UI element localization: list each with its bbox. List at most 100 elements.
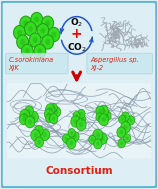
Circle shape (118, 139, 125, 148)
Circle shape (121, 118, 124, 121)
Circle shape (49, 114, 58, 124)
Text: +: + (71, 27, 82, 41)
Circle shape (34, 16, 39, 22)
Circle shape (20, 39, 25, 45)
Circle shape (27, 109, 31, 113)
Circle shape (75, 114, 78, 117)
Circle shape (32, 115, 36, 119)
Text: XJK: XJK (9, 65, 19, 71)
Circle shape (127, 116, 135, 125)
Circle shape (52, 107, 61, 117)
Circle shape (119, 130, 123, 135)
Text: Consortium: Consortium (45, 167, 113, 176)
Circle shape (99, 114, 109, 126)
Circle shape (17, 35, 29, 49)
Circle shape (101, 108, 106, 113)
Circle shape (37, 129, 41, 133)
Circle shape (48, 27, 60, 42)
Circle shape (23, 20, 28, 26)
Circle shape (28, 120, 32, 125)
Circle shape (28, 26, 33, 32)
Circle shape (35, 125, 43, 136)
Text: O$_2$: O$_2$ (70, 17, 83, 29)
Circle shape (40, 129, 50, 141)
Circle shape (102, 117, 106, 122)
Circle shape (37, 24, 49, 38)
Circle shape (24, 22, 36, 36)
Circle shape (34, 44, 46, 58)
Text: XJ-2: XJ-2 (90, 65, 103, 71)
Circle shape (69, 141, 73, 146)
Circle shape (46, 104, 55, 115)
Circle shape (93, 129, 103, 141)
Circle shape (81, 118, 84, 121)
Circle shape (21, 44, 33, 58)
Circle shape (99, 105, 108, 117)
Circle shape (70, 131, 73, 135)
Circle shape (124, 134, 131, 143)
Circle shape (105, 114, 109, 118)
Circle shape (98, 115, 101, 119)
Circle shape (14, 26, 25, 40)
Text: C.sorokiniana: C.sorokiniana (9, 57, 54, 63)
Circle shape (96, 106, 104, 116)
Circle shape (98, 133, 107, 144)
Circle shape (101, 136, 104, 141)
Circle shape (25, 48, 30, 54)
Circle shape (96, 113, 103, 122)
Circle shape (79, 115, 86, 124)
Circle shape (124, 115, 127, 119)
FancyBboxPatch shape (1, 2, 157, 187)
Circle shape (94, 139, 102, 149)
Circle shape (23, 113, 27, 118)
Circle shape (31, 129, 40, 141)
FancyBboxPatch shape (5, 53, 68, 74)
Circle shape (80, 112, 83, 116)
Circle shape (68, 129, 75, 137)
Circle shape (121, 122, 130, 133)
Circle shape (71, 132, 79, 142)
Circle shape (37, 140, 41, 144)
Circle shape (89, 135, 96, 144)
Circle shape (73, 112, 80, 120)
Circle shape (119, 115, 126, 124)
Circle shape (78, 109, 85, 118)
Circle shape (33, 37, 38, 43)
Circle shape (33, 133, 37, 137)
Circle shape (29, 33, 41, 47)
Circle shape (122, 112, 129, 121)
Circle shape (29, 111, 38, 123)
Circle shape (22, 117, 26, 122)
Circle shape (44, 109, 53, 119)
Circle shape (126, 136, 129, 140)
Circle shape (52, 106, 55, 110)
FancyBboxPatch shape (87, 53, 153, 74)
Circle shape (55, 110, 58, 114)
Circle shape (43, 132, 47, 137)
Circle shape (19, 114, 29, 125)
Circle shape (52, 117, 55, 121)
Circle shape (65, 137, 68, 141)
Circle shape (25, 106, 33, 116)
Circle shape (46, 114, 53, 122)
Circle shape (50, 103, 57, 112)
Circle shape (35, 137, 44, 147)
Circle shape (42, 35, 54, 49)
Circle shape (31, 12, 43, 27)
Circle shape (47, 112, 51, 116)
Circle shape (73, 135, 77, 139)
Circle shape (129, 119, 132, 122)
Circle shape (48, 116, 51, 120)
Circle shape (76, 119, 86, 131)
Circle shape (98, 109, 102, 113)
Circle shape (45, 20, 50, 26)
Text: Aspergillus sp.: Aspergillus sp. (90, 57, 139, 63)
Circle shape (37, 48, 42, 54)
Circle shape (120, 141, 123, 145)
Circle shape (117, 127, 126, 138)
Circle shape (79, 122, 83, 127)
Circle shape (91, 138, 94, 142)
Circle shape (20, 16, 32, 30)
Circle shape (52, 32, 56, 37)
Circle shape (62, 134, 70, 143)
